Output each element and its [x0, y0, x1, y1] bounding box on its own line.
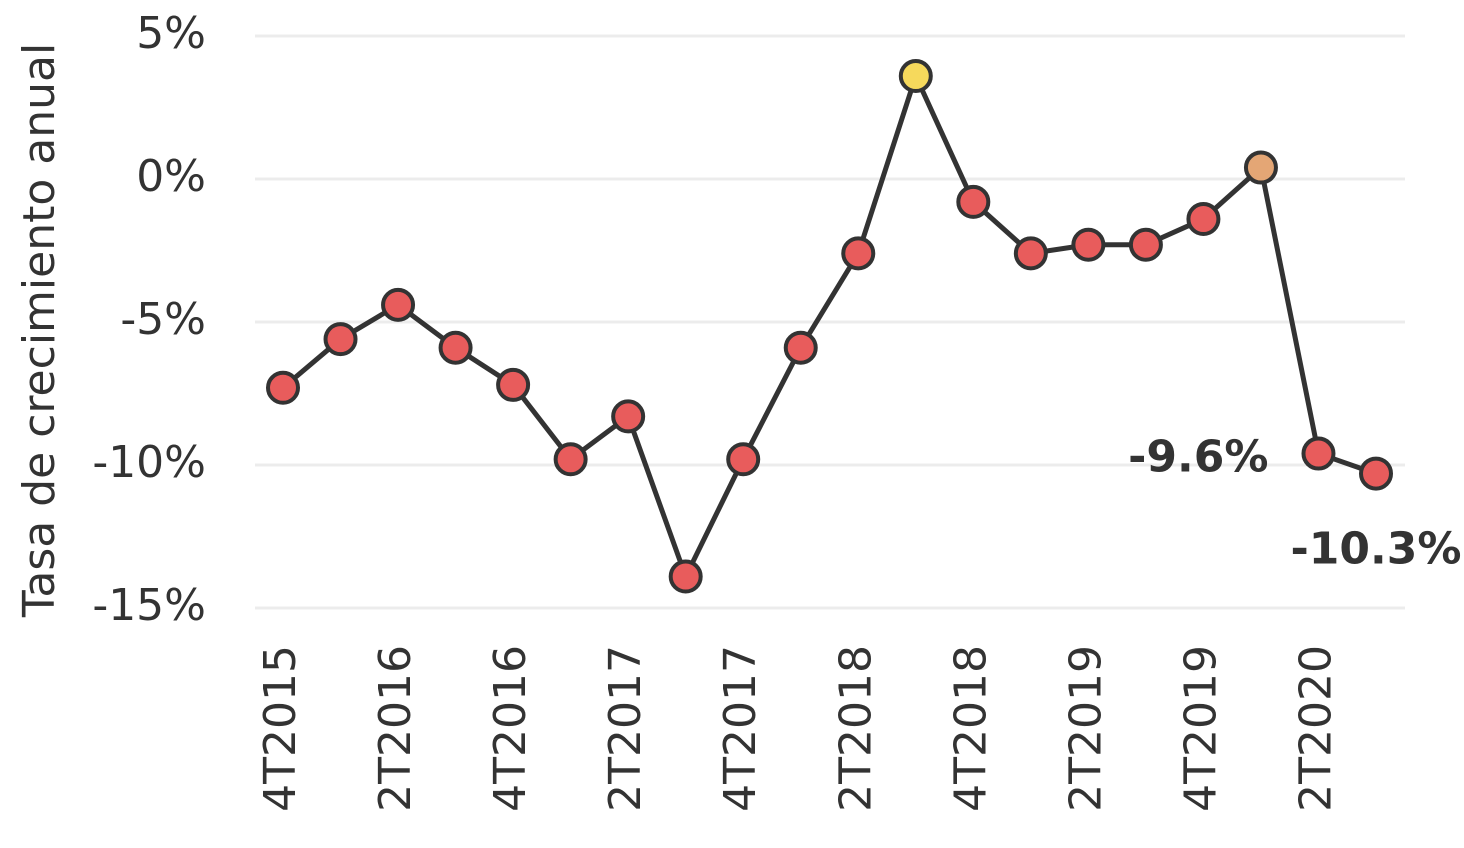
point	[1359, 456, 1393, 491]
x-tick-label: 4T2016	[485, 645, 536, 812]
point	[1071, 227, 1106, 262]
point	[496, 367, 531, 402]
point	[1301, 436, 1336, 471]
y-tick-label: -15%	[92, 580, 206, 631]
x-tick-label: 2T2018	[830, 645, 881, 812]
point	[323, 322, 358, 357]
point	[898, 59, 933, 94]
point	[438, 330, 473, 365]
point	[1013, 236, 1048, 271]
point	[783, 330, 818, 365]
data-label: -10.3%	[1291, 524, 1462, 575]
y-axis-title: Tasa de crecimiento anual	[14, 43, 65, 618]
x-tick-label: 2T2016	[370, 645, 421, 812]
x-tick-label: 4T2017	[715, 645, 766, 812]
y-tick-label: 5%	[136, 8, 206, 59]
line	[281, 73, 1377, 580]
x-tick-label: 4T2019	[1175, 645, 1226, 812]
data-label: -9.6%	[1128, 432, 1268, 483]
y-tick-label: -5%	[120, 294, 206, 345]
point	[841, 236, 876, 271]
point	[726, 442, 761, 477]
x-tick-label: 2T2017	[600, 645, 651, 812]
point	[1243, 150, 1278, 185]
x-tick-label: 4T2015	[255, 645, 306, 812]
point	[611, 399, 646, 434]
x-tick-label: 2T2019	[1060, 645, 1111, 812]
x-tick-label: 2T2020	[1290, 645, 1341, 812]
point	[668, 559, 703, 594]
point	[1128, 227, 1163, 262]
y-tick-label: 0%	[136, 151, 206, 202]
point	[553, 442, 588, 477]
point	[381, 287, 416, 322]
point	[1186, 202, 1221, 237]
y-tick-label: -10%	[92, 437, 206, 488]
x-tick-label: 4T2018	[945, 645, 996, 812]
point	[266, 370, 300, 405]
point	[956, 184, 991, 219]
